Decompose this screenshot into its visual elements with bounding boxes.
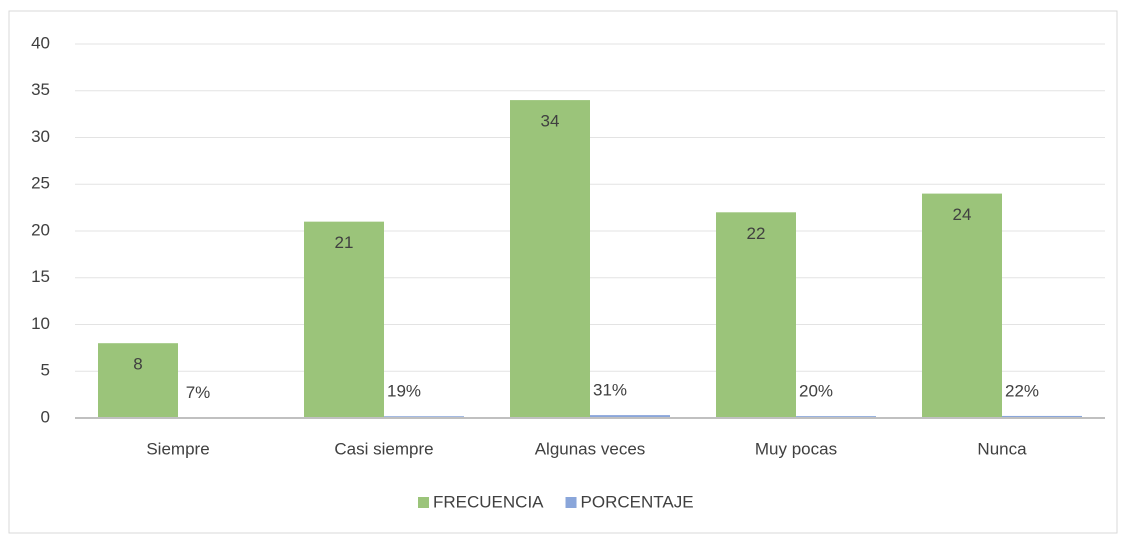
data-label: 34 bbox=[541, 112, 560, 131]
data-label: 22% bbox=[1005, 381, 1039, 400]
x-tick-label: Muy pocas bbox=[755, 439, 837, 458]
legend-label: PORCENTAJE bbox=[581, 492, 694, 511]
data-label: 7% bbox=[186, 383, 211, 402]
data-label: 19% bbox=[387, 382, 421, 401]
data-label: 21 bbox=[335, 233, 354, 252]
y-tick-label: 25 bbox=[31, 174, 50, 193]
y-tick-label: 20 bbox=[31, 220, 50, 239]
bar bbox=[304, 221, 384, 418]
y-tick-label: 10 bbox=[31, 314, 50, 333]
bar bbox=[716, 212, 796, 418]
y-tick-label: 15 bbox=[31, 267, 50, 286]
data-label: 20% bbox=[799, 382, 833, 401]
y-tick-label: 5 bbox=[41, 361, 50, 380]
data-label: 31% bbox=[593, 381, 627, 400]
y-tick-label: 30 bbox=[31, 127, 50, 146]
data-label: 22 bbox=[747, 224, 766, 243]
x-tick-label: Algunas veces bbox=[535, 439, 646, 458]
y-tick-label: 0 bbox=[41, 407, 50, 426]
data-label: 24 bbox=[953, 205, 972, 224]
bar bbox=[590, 415, 670, 418]
data-label: 8 bbox=[133, 355, 142, 374]
bar bbox=[98, 343, 178, 418]
legend-swatch bbox=[418, 497, 429, 508]
x-tick-label: Nunca bbox=[977, 439, 1027, 458]
x-tick-label: Siempre bbox=[146, 439, 209, 458]
x-tick-label: Casi siempre bbox=[334, 439, 433, 458]
y-tick-label: 35 bbox=[31, 80, 50, 99]
legend-label: FRECUENCIA bbox=[433, 492, 544, 511]
bar bbox=[1002, 415, 1082, 418]
bar bbox=[510, 100, 590, 418]
bar bbox=[922, 193, 1002, 418]
legend-swatch bbox=[565, 497, 577, 508]
y-tick-label: 40 bbox=[31, 33, 50, 52]
